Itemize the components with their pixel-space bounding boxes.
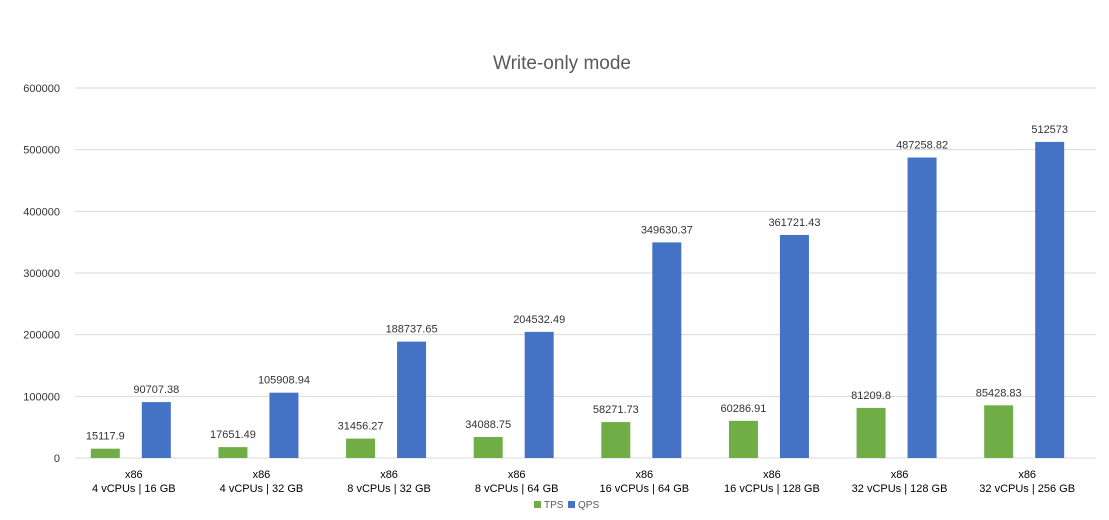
tps-bar <box>473 436 503 458</box>
qps-data-label: 204532.49 <box>513 314 565 326</box>
qps-bar <box>141 402 171 458</box>
tps-legend-swatch <box>534 501 541 508</box>
qps-data-label: 487258.82 <box>896 140 948 152</box>
y-tick-label: 0 <box>54 453 60 465</box>
qps-bar <box>907 157 937 458</box>
x-tick-label: 4 vCPUs | 16 GB <box>92 483 176 495</box>
qps-bar <box>1035 141 1065 458</box>
qps-legend-label: QPS <box>578 500 599 511</box>
y-tick-label: 200000 <box>23 330 60 342</box>
qps-data-label: 512573 <box>1031 124 1068 136</box>
qps-legend-swatch <box>568 501 575 508</box>
tps-bar <box>218 447 248 458</box>
tps-legend-label: TPS <box>544 500 564 511</box>
y-tick-label: 600000 <box>23 83 60 95</box>
x-tick-label: x86 <box>125 469 143 481</box>
x-tick-label: 4 vCPUs | 32 GB <box>220 483 304 495</box>
x-tick-label: x86 <box>380 469 398 481</box>
x-tick-label: x86 <box>253 469 271 481</box>
x-tick-label: 32 vCPUs | 128 GB <box>852 483 948 495</box>
qps-bar <box>269 392 299 458</box>
qps-data-label: 349630.37 <box>641 224 693 236</box>
tps-bar <box>856 407 886 458</box>
chart-title: Write-only mode <box>493 53 631 74</box>
qps-bar <box>652 242 682 458</box>
tps-data-label: 60286.91 <box>720 403 766 415</box>
tps-bar <box>601 422 631 458</box>
x-tick-label: x86 <box>1018 469 1036 481</box>
qps-data-label: 188737.65 <box>386 324 438 336</box>
x-tick-label: x86 <box>635 469 653 481</box>
qps-data-label: 105908.94 <box>258 375 310 387</box>
y-tick-label: 500000 <box>23 145 60 157</box>
tps-bar <box>346 438 376 458</box>
x-tick-label: x86 <box>891 469 909 481</box>
tps-data-label: 34088.75 <box>465 419 511 431</box>
y-tick-label: 300000 <box>23 268 60 280</box>
qps-data-label: 361721.43 <box>768 217 820 229</box>
qps-bar <box>524 331 554 458</box>
x-tick-label: 16 vCPUs | 128 GB <box>724 483 820 495</box>
qps-bar <box>779 234 809 458</box>
y-tick-label: 400000 <box>23 206 60 218</box>
x-tick-label: x86 <box>508 469 526 481</box>
x-tick-label: 8 vCPUs | 64 GB <box>475 483 559 495</box>
tps-data-label: 81209.8 <box>851 390 891 402</box>
x-tick-label: x86 <box>763 469 781 481</box>
y-axis-ticks: 0 100000 200000 300000 400000 500000 600000 <box>23 83 60 465</box>
tps-data-label: 85428.83 <box>976 387 1022 399</box>
x-tick-label: 32 vCPUs | 256 GB <box>979 483 1075 495</box>
tps-data-label: 17651.49 <box>210 429 256 441</box>
qps-bar <box>397 341 427 458</box>
gridlines <box>75 87 1096 459</box>
tps-data-label: 31456.27 <box>338 421 384 433</box>
x-tick-label: 8 vCPUs | 32 GB <box>347 483 431 495</box>
x-tick-label: 16 vCPUs | 64 GB <box>599 483 689 495</box>
tps-data-label: 15117.9 <box>86 431 125 443</box>
bars <box>90 141 1065 458</box>
tps-data-label: 58271.73 <box>593 404 639 416</box>
tps-bar <box>90 448 120 458</box>
x-axis-ticks: x86 4 vCPUs | 16 GB x86 4 vCPUs | 32 GB x86 8… <box>92 469 1075 495</box>
data-labels: 15117.9 90707.38 17651.49 105908.94 31456.27… <box>86 124 1068 443</box>
legend: TPS QPS <box>534 500 599 511</box>
tps-bar <box>728 420 758 458</box>
qps-data-label: 90707.38 <box>133 384 179 396</box>
y-tick-label: 100000 <box>23 391 60 403</box>
tps-bar <box>984 405 1014 458</box>
